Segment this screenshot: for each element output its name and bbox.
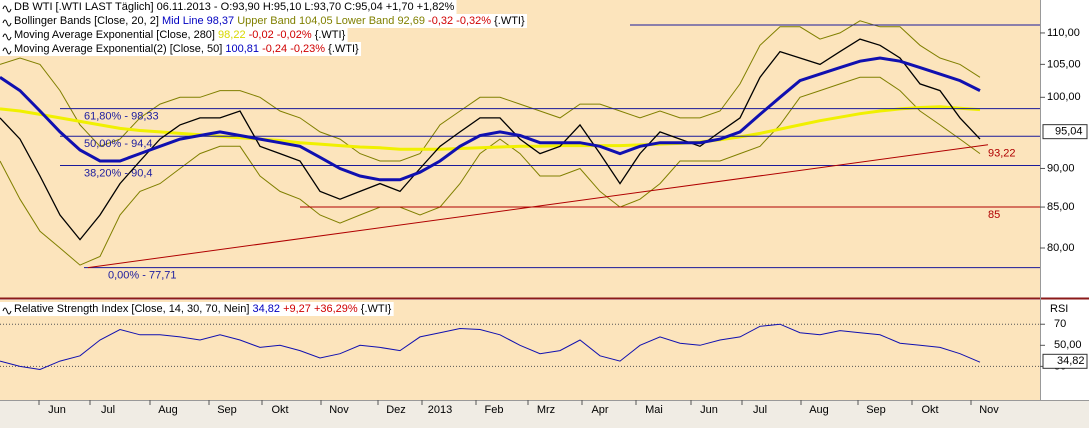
legend-part: Mid Line 98,37	[162, 15, 234, 27]
x-tick-label: 2013	[428, 404, 452, 416]
legend-text: DB WTI [.WTI LAST Täglich] 06.11.2013 - …	[14, 1, 454, 13]
legend-part: {.WTI}	[315, 29, 346, 41]
bollinger-band	[0, 20, 981, 162]
rsi-axis-title: RSI	[1050, 303, 1068, 315]
fib-label: 61,80% - 98,33	[84, 111, 159, 123]
fib-label: 38,20% - 90,4	[84, 167, 153, 179]
x-tick-label: Jul	[753, 404, 767, 416]
legend-icon	[2, 307, 12, 315]
trendline	[87, 144, 989, 269]
x-tick-label: Jun	[700, 404, 718, 416]
legend-part: Relative Strength Index [Close, 14, 30, …	[14, 303, 249, 315]
y-tick-label: 80,00	[1047, 242, 1075, 254]
legend-part: 100,81	[225, 43, 259, 55]
legend-bg	[0, 42, 362, 56]
legend-part: -0,32 -0,32%	[428, 15, 491, 27]
legend-icon	[2, 47, 12, 55]
ema-280	[0, 105, 981, 151]
x-tick-label: Okt	[921, 404, 938, 416]
support-label: 85	[988, 209, 1000, 221]
legend-part: 98,22	[218, 29, 246, 41]
legend-part: Moving Average Exponential [Close, 280]	[14, 29, 215, 41]
legend-part: -0,02 -0,02%	[249, 29, 312, 41]
rsi-panel	[0, 300, 1040, 400]
legend-part: -0,24 -0,23%	[262, 43, 325, 55]
legend-text: Moving Average Exponential(2) [Close, 50…	[14, 43, 359, 55]
y-tick-label: 50,00	[1054, 339, 1082, 351]
legend-part: Moving Average Exponential(2) [Close, 50…	[14, 43, 222, 55]
x-tick-label: Dez	[386, 404, 406, 416]
legend-part: {.WTI}	[494, 15, 525, 27]
legend-icon	[2, 33, 12, 41]
trendline-label: 93,22	[988, 148, 1016, 160]
x-tick-label: Sep	[217, 404, 237, 416]
y-tick-label: 110,00	[1047, 27, 1080, 39]
rsi-line	[0, 323, 981, 371]
legend-part: Bollinger Bands [Close, 20, 2]	[14, 15, 159, 27]
x-tick-label: Feb	[485, 404, 504, 416]
y-tick-label: 70	[1054, 318, 1066, 330]
legend-part: Upper Band 104,05 Lower Band 92,69	[237, 15, 425, 27]
x-tick-label: Aug	[809, 404, 829, 416]
legend-part: DB WTI [.WTI LAST Täglich] 06.11.2013 - …	[14, 1, 454, 13]
x-tick-label: Okt	[271, 404, 288, 416]
y-tick-label: 85,00	[1047, 201, 1075, 213]
ema-50	[0, 56, 981, 182]
y-tick-label: 105,00	[1047, 58, 1081, 70]
legend-part: {.WTI}	[361, 303, 392, 315]
legend-icon	[2, 5, 12, 13]
last-rsi-box	[1042, 353, 1088, 369]
x-tick-label: Nov	[979, 404, 999, 416]
x-tick-label: Aug	[158, 404, 178, 416]
x-tick-label: Apr	[591, 404, 608, 416]
legend-text: Moving Average Exponential [Close, 280] …	[14, 29, 346, 41]
fib-label: 0,00% - 77,71	[108, 270, 177, 282]
legend-bg	[0, 0, 457, 14]
legend-part: 34,82	[252, 303, 280, 315]
x-tick-label: Jul	[101, 404, 115, 416]
legend-bg	[0, 14, 527, 28]
x-tick-label: Sep	[866, 404, 886, 416]
fib-label: 50,00% - 94,4	[84, 138, 153, 150]
x-tick-label: Nov	[329, 404, 349, 416]
x-tick-label: Mrz	[537, 404, 555, 416]
legend-text: Relative Strength Index [Close, 14, 30, …	[14, 303, 392, 315]
last-price-box	[1042, 124, 1088, 140]
time-axis	[0, 400, 1089, 428]
legend-icon	[2, 19, 12, 27]
last-rsi-label: 34,82	[1057, 355, 1085, 367]
y-tick-label: 90,00	[1047, 162, 1075, 174]
legend-bg	[0, 302, 394, 316]
right-axis	[1040, 0, 1089, 400]
legend-bg	[0, 28, 348, 42]
price-line	[0, 38, 981, 241]
y-tick-label: 100,00	[1047, 91, 1081, 103]
legend-text: Bollinger Bands [Close, 20, 2] Mid Line …	[14, 15, 525, 27]
legend-part: {.WTI}	[328, 43, 359, 55]
last-price-label: 95,04	[1055, 126, 1083, 138]
legend-part: +9,27 +36,29%	[283, 303, 358, 315]
x-tick-label: Jun	[48, 404, 66, 416]
x-tick-label: Mai	[645, 404, 663, 416]
